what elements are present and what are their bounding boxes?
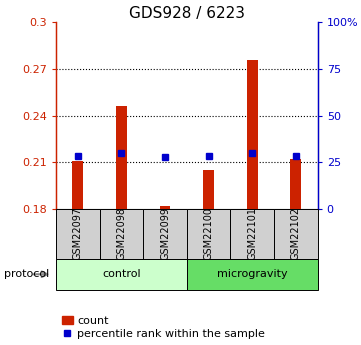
Legend: count, percentile rank within the sample: count, percentile rank within the sample [61,316,265,339]
Text: GSM22097: GSM22097 [73,207,83,260]
Bar [230,209,274,259]
Bar [100,209,143,259]
Text: microgravity: microgravity [217,269,288,279]
Bar [247,60,258,209]
Text: control: control [102,269,141,279]
Bar [56,209,100,259]
Bar [187,259,318,290]
Bar [72,160,83,209]
Bar [143,209,187,259]
Text: GSM22098: GSM22098 [116,207,126,260]
Text: protocol: protocol [4,269,49,279]
Bar [203,170,214,209]
Text: GSM22101: GSM22101 [247,207,257,260]
Bar [160,206,170,209]
Text: GSM22100: GSM22100 [204,207,214,260]
Text: GSM22102: GSM22102 [291,207,301,260]
Title: GDS928 / 6223: GDS928 / 6223 [129,6,245,21]
Text: GSM22099: GSM22099 [160,207,170,260]
Bar [116,106,127,209]
Bar [290,159,301,209]
Bar [187,209,230,259]
Bar [56,259,187,290]
Bar [274,209,318,259]
